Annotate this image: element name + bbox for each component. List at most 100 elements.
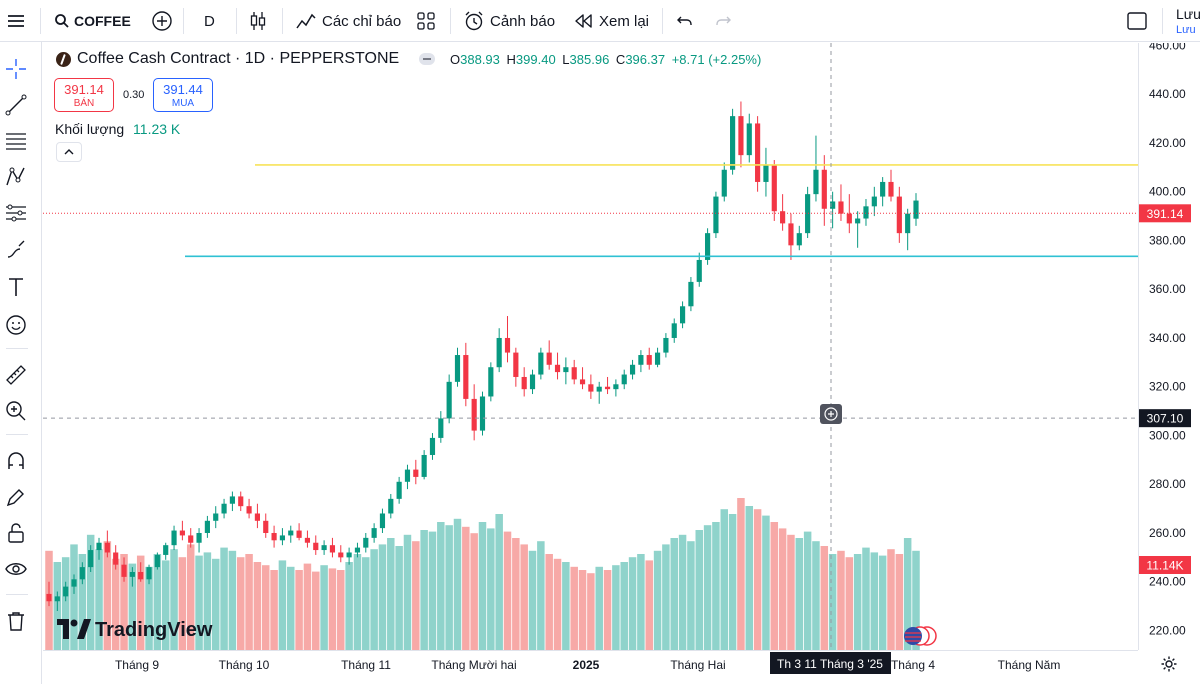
- candle: [71, 574, 77, 594]
- candle: [238, 491, 244, 512]
- candles: [46, 101, 919, 611]
- redo-button[interactable]: [714, 0, 732, 42]
- lock-tool[interactable]: [3, 520, 29, 546]
- candle: [304, 530, 311, 548]
- volume-bar: [170, 549, 178, 650]
- volume-bar: [795, 538, 804, 650]
- volume-bar: [662, 544, 670, 650]
- symbol-search-button[interactable]: COFFEE: [54, 0, 131, 42]
- layouts-button[interactable]: [416, 0, 436, 42]
- candle: [279, 528, 286, 546]
- price-chart[interactable]: TradingView: [43, 43, 1138, 650]
- undo-icon: [677, 16, 692, 25]
- last-price-tag: 391.14: [1139, 204, 1191, 223]
- candle: [438, 411, 444, 443]
- volume-bar: [470, 533, 478, 650]
- volume-bar: [178, 557, 187, 650]
- volume-bar: [362, 557, 370, 650]
- candle: [363, 532, 369, 553]
- fib-tool[interactable]: [3, 128, 29, 154]
- text-icon: [9, 278, 23, 296]
- chart-type-button[interactable]: [248, 0, 268, 42]
- sell-button[interactable]: 391.14 BÁN: [54, 78, 114, 112]
- legend-toggle-icon[interactable]: [419, 53, 436, 65]
- time-axis[interactable]: Tháng 9 Tháng 10 Tháng 11 Tháng Mười hai 202…: [43, 650, 1138, 685]
- volume-bar: [578, 570, 587, 650]
- chevron-up-icon: [64, 149, 74, 155]
- crosshair-add-button[interactable]: [820, 404, 842, 424]
- volume-bar: [328, 568, 337, 650]
- volume-bar: [337, 570, 345, 650]
- change-value: +8.71 (+2.25%): [671, 52, 762, 67]
- stay-in-drawing-tool[interactable]: [3, 484, 29, 510]
- volume-bar: [645, 560, 653, 650]
- volume-bar: [903, 538, 912, 650]
- candle: [79, 562, 85, 585]
- high-value: 399.40: [515, 52, 556, 67]
- interval-button[interactable]: D: [204, 0, 215, 42]
- alert-button[interactable]: Cảnh báo: [463, 0, 555, 42]
- time-axis-settings-button[interactable]: [1160, 655, 1178, 673]
- volume-bar: [587, 573, 595, 650]
- eye-icon: [5, 563, 27, 575]
- smiley-icon: [6, 315, 26, 335]
- candles-icon: [250, 12, 266, 30]
- time-tick-label: Tháng Mười hai: [431, 658, 516, 672]
- events-flag-icon[interactable]: [904, 626, 937, 646]
- save-sub-label: Lưu: [1176, 24, 1196, 36]
- volume-bar: [95, 549, 103, 650]
- trash-icon: [8, 612, 24, 631]
- candle: [838, 184, 844, 221]
- top-toolbar: COFFEE D Các chỉ báo Cảnh báo Xem lại Lư…: [0, 0, 1200, 42]
- text-tool[interactable]: [3, 274, 29, 300]
- candle: [513, 347, 519, 387]
- candle: [113, 545, 119, 570]
- volume-bar: [320, 565, 328, 650]
- pattern-tool[interactable]: [3, 164, 29, 190]
- magnet-tool[interactable]: [3, 448, 29, 474]
- volume-bar: [878, 555, 887, 650]
- undo-button[interactable]: [676, 0, 694, 42]
- compare-symbol-button[interactable]: [151, 0, 173, 42]
- trend-line-tool[interactable]: [3, 92, 29, 118]
- volume-bar: [887, 549, 895, 650]
- brush-tool[interactable]: [3, 236, 29, 262]
- visibility-tool[interactable]: [3, 556, 29, 582]
- volume-bar: [537, 541, 545, 650]
- price-axis[interactable]: 460.00 440.00 420.00 400.00 380.00 360.00 340.…: [1138, 43, 1200, 650]
- buy-button[interactable]: 391.44 MUA: [153, 78, 213, 112]
- magnet-icon: [8, 452, 24, 469]
- candle: [730, 108, 736, 175]
- volume-bar: [387, 538, 395, 650]
- symbol-title[interactable]: Coffee Cash Contract · 1D · PEPPERSTONE: [77, 50, 400, 67]
- emoji-tool[interactable]: [3, 312, 29, 338]
- volume-bar: [862, 547, 870, 650]
- candle: [604, 376, 611, 395]
- menu-icon[interactable]: [6, 0, 26, 42]
- fullscreen-button[interactable]: [1126, 0, 1148, 42]
- save-button[interactable]: Lưu Lưu: [1176, 6, 1200, 38]
- indicators-button[interactable]: Các chỉ báo: [295, 0, 401, 42]
- replay-button[interactable]: Xem lại: [574, 0, 649, 42]
- crosshair-tool[interactable]: [3, 56, 29, 82]
- collapse-legend-button[interactable]: [56, 142, 82, 162]
- candle: [229, 491, 235, 512]
- candle: [379, 508, 386, 533]
- volume-bar: [503, 531, 512, 650]
- zoom-tool[interactable]: [3, 398, 29, 424]
- remove-drawings-tool[interactable]: [3, 608, 29, 634]
- crosshair-icon: [6, 59, 26, 79]
- symbol-label: COFFEE: [74, 13, 131, 29]
- measure-tool[interactable]: [3, 362, 29, 388]
- candle: [329, 537, 336, 558]
- candle: [471, 384, 477, 441]
- projection-tool[interactable]: [3, 200, 29, 226]
- volume-bar: [111, 558, 120, 650]
- candle: [413, 459, 419, 485]
- volume-bar: [287, 566, 295, 650]
- volume-bar: [745, 506, 754, 650]
- price-tick-label: 360.00: [1149, 282, 1186, 296]
- candle: [896, 186, 902, 243]
- candle: [429, 433, 436, 460]
- candle: [96, 537, 102, 560]
